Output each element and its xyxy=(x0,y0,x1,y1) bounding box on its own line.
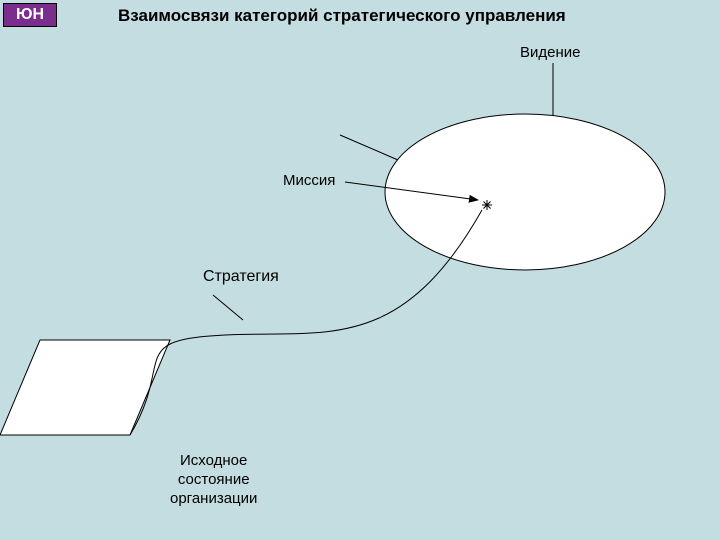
label-goal: Цель xyxy=(465,178,501,195)
line-strategy-tick xyxy=(213,295,243,320)
diagram-title: Взаимосвязи категорий стратегического уп… xyxy=(118,6,566,26)
label-strategy: Стратегия xyxy=(203,268,279,286)
arrow-mission-to-goal xyxy=(345,182,478,200)
initial-state-parallelogram xyxy=(0,340,170,435)
vision-ellipse xyxy=(385,114,665,270)
diagram-canvas: ЮН Взаимосвязи категорий стратегического… xyxy=(0,0,720,540)
corner-badge-text: ЮН xyxy=(16,6,44,24)
diagram-shapes xyxy=(0,0,720,540)
corner-badge: ЮН xyxy=(3,3,57,27)
label-mission: Миссия xyxy=(283,172,335,189)
label-initial-state: Исходное состояние организации xyxy=(170,452,257,508)
goal-star-icon xyxy=(482,200,492,210)
curve-strategy xyxy=(130,210,482,435)
label-vision: Видение xyxy=(520,44,580,61)
line-mission-tick xyxy=(340,135,398,160)
